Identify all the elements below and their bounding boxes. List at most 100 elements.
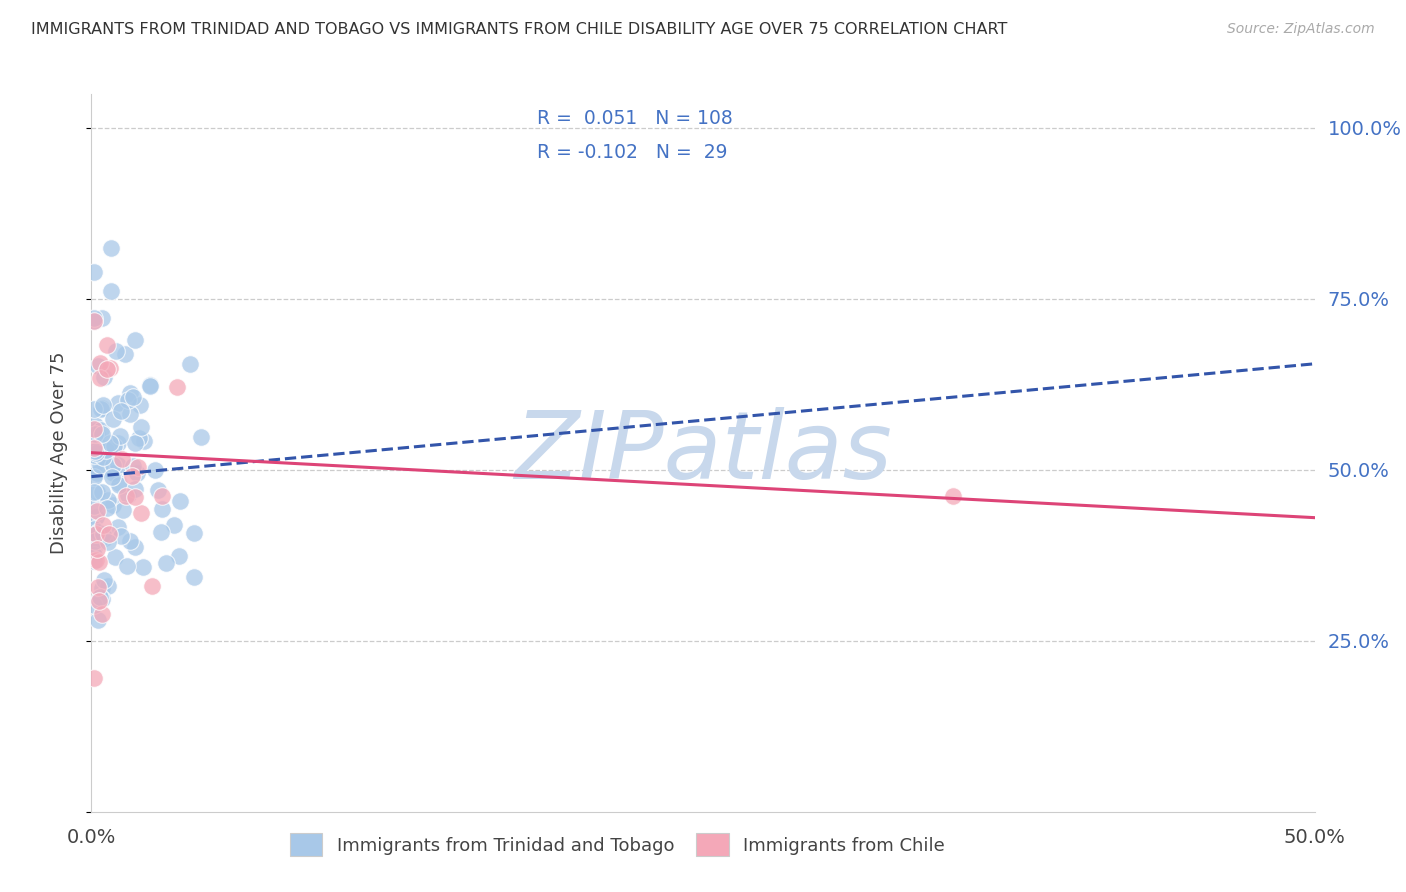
Point <box>91 398 114 412</box>
Point <box>103 439 125 453</box>
Point <box>115 489 138 503</box>
Point <box>124 436 146 450</box>
Point <box>107 435 129 450</box>
Point <box>86 542 108 557</box>
Point <box>89 371 111 385</box>
Point <box>141 579 163 593</box>
Point <box>150 490 173 504</box>
Point <box>86 509 108 524</box>
Point <box>132 560 155 574</box>
Point <box>83 311 105 326</box>
Point <box>129 398 152 412</box>
Point <box>110 404 132 418</box>
Point <box>91 582 114 596</box>
Text: R =  0.051   N = 108: R = 0.051 N = 108 <box>537 110 733 128</box>
Point <box>83 402 105 417</box>
Point <box>90 423 112 437</box>
Point <box>83 427 105 442</box>
Point <box>91 426 114 441</box>
Point <box>84 418 107 433</box>
Point <box>169 494 191 508</box>
Point <box>132 434 155 449</box>
Point <box>87 359 110 373</box>
Point <box>91 485 114 500</box>
Point <box>96 501 118 516</box>
Point <box>101 466 124 480</box>
Point <box>87 613 110 627</box>
Point <box>118 533 141 548</box>
Point <box>146 483 169 497</box>
Point <box>166 380 188 394</box>
Point <box>163 518 186 533</box>
Point <box>127 460 149 475</box>
Point <box>83 441 105 455</box>
Y-axis label: Disability Age Over 75: Disability Age Over 75 <box>49 351 67 554</box>
Point <box>117 393 139 408</box>
Point <box>139 378 162 392</box>
Text: Source: ZipAtlas.com: Source: ZipAtlas.com <box>1227 22 1375 37</box>
Point <box>83 422 105 436</box>
Point <box>93 573 115 587</box>
Point <box>91 517 114 532</box>
Point <box>101 458 124 472</box>
Point <box>155 556 177 570</box>
Point <box>100 285 122 299</box>
Point <box>83 554 105 568</box>
Point <box>108 475 131 490</box>
Point <box>83 448 105 462</box>
Point <box>90 401 112 416</box>
Point <box>89 555 111 569</box>
Point <box>84 533 107 548</box>
Point <box>83 314 105 328</box>
Point <box>83 548 105 562</box>
Point <box>117 488 139 502</box>
Point <box>150 525 173 540</box>
Point <box>117 558 139 573</box>
Point <box>145 463 167 477</box>
Point <box>104 550 127 565</box>
Point <box>124 482 146 496</box>
Point <box>86 427 108 442</box>
Point <box>190 430 212 444</box>
Point <box>84 443 107 458</box>
Point <box>89 590 111 604</box>
Point <box>87 594 110 608</box>
Point <box>100 241 122 255</box>
Point <box>129 420 152 434</box>
Point <box>87 524 110 539</box>
Point <box>84 446 107 460</box>
Point <box>93 370 115 384</box>
Point <box>110 529 132 543</box>
Point <box>108 428 131 442</box>
Point <box>98 443 121 458</box>
Text: R = -0.102   N =  29: R = -0.102 N = 29 <box>537 143 727 162</box>
Point <box>112 503 135 517</box>
Point <box>83 523 105 537</box>
Point <box>97 534 120 549</box>
Point <box>83 541 105 556</box>
Point <box>89 458 111 472</box>
Point <box>124 491 146 505</box>
Point <box>121 390 143 404</box>
Point <box>91 607 114 621</box>
Point <box>91 450 114 464</box>
Point <box>83 499 105 513</box>
Point <box>183 570 205 584</box>
Point <box>94 531 117 545</box>
Point <box>90 310 112 325</box>
Point <box>83 485 105 500</box>
Point <box>86 442 108 456</box>
Text: ZIPatlas: ZIPatlas <box>515 407 891 499</box>
Point <box>128 431 150 445</box>
Legend: Immigrants from Trinidad and Tobago, Immigrants from Chile: Immigrants from Trinidad and Tobago, Imm… <box>280 822 956 867</box>
Point <box>89 356 111 370</box>
Point <box>87 444 110 458</box>
Point <box>107 520 129 534</box>
Point <box>84 434 107 448</box>
Point <box>97 526 120 541</box>
Point <box>90 531 112 545</box>
Point <box>83 314 105 328</box>
Point <box>183 525 205 540</box>
Point <box>118 407 141 421</box>
Point <box>94 450 117 465</box>
